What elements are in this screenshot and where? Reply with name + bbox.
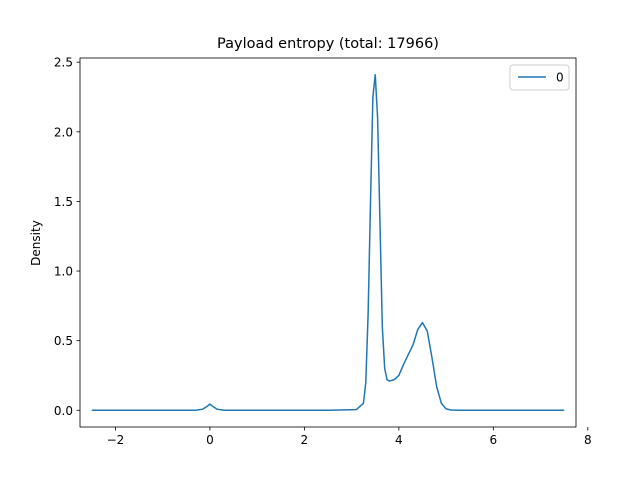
- legend-label: 0: [556, 71, 564, 85]
- y-tick-label: 0.5: [54, 334, 73, 348]
- x-tick-label: 6: [490, 433, 498, 447]
- y-tick-label: 2.0: [54, 125, 73, 139]
- plot-area: −2 0 2 4 6 8 0.0 0.5 1.0 1.5 2.0 2.5 0: [54, 56, 592, 447]
- x-tick-label: 0: [206, 433, 214, 447]
- y-tick-label: 1.0: [54, 265, 73, 279]
- x-tick-label: 2: [301, 433, 309, 447]
- axes-frame: [79, 57, 577, 428]
- y-tick-label: 0.0: [54, 404, 73, 418]
- y-tick-label: 1.5: [54, 195, 73, 209]
- x-tick-label: 8: [584, 433, 592, 447]
- y-axis-label: Density: [29, 220, 43, 266]
- chart-title: Payload entropy (total: 17966): [217, 36, 439, 52]
- y-tick-label: 2.5: [54, 56, 73, 70]
- series-line-0: [91, 73, 565, 412]
- x-tick-label: 4: [395, 433, 403, 447]
- x-tick-label: −2: [107, 433, 125, 447]
